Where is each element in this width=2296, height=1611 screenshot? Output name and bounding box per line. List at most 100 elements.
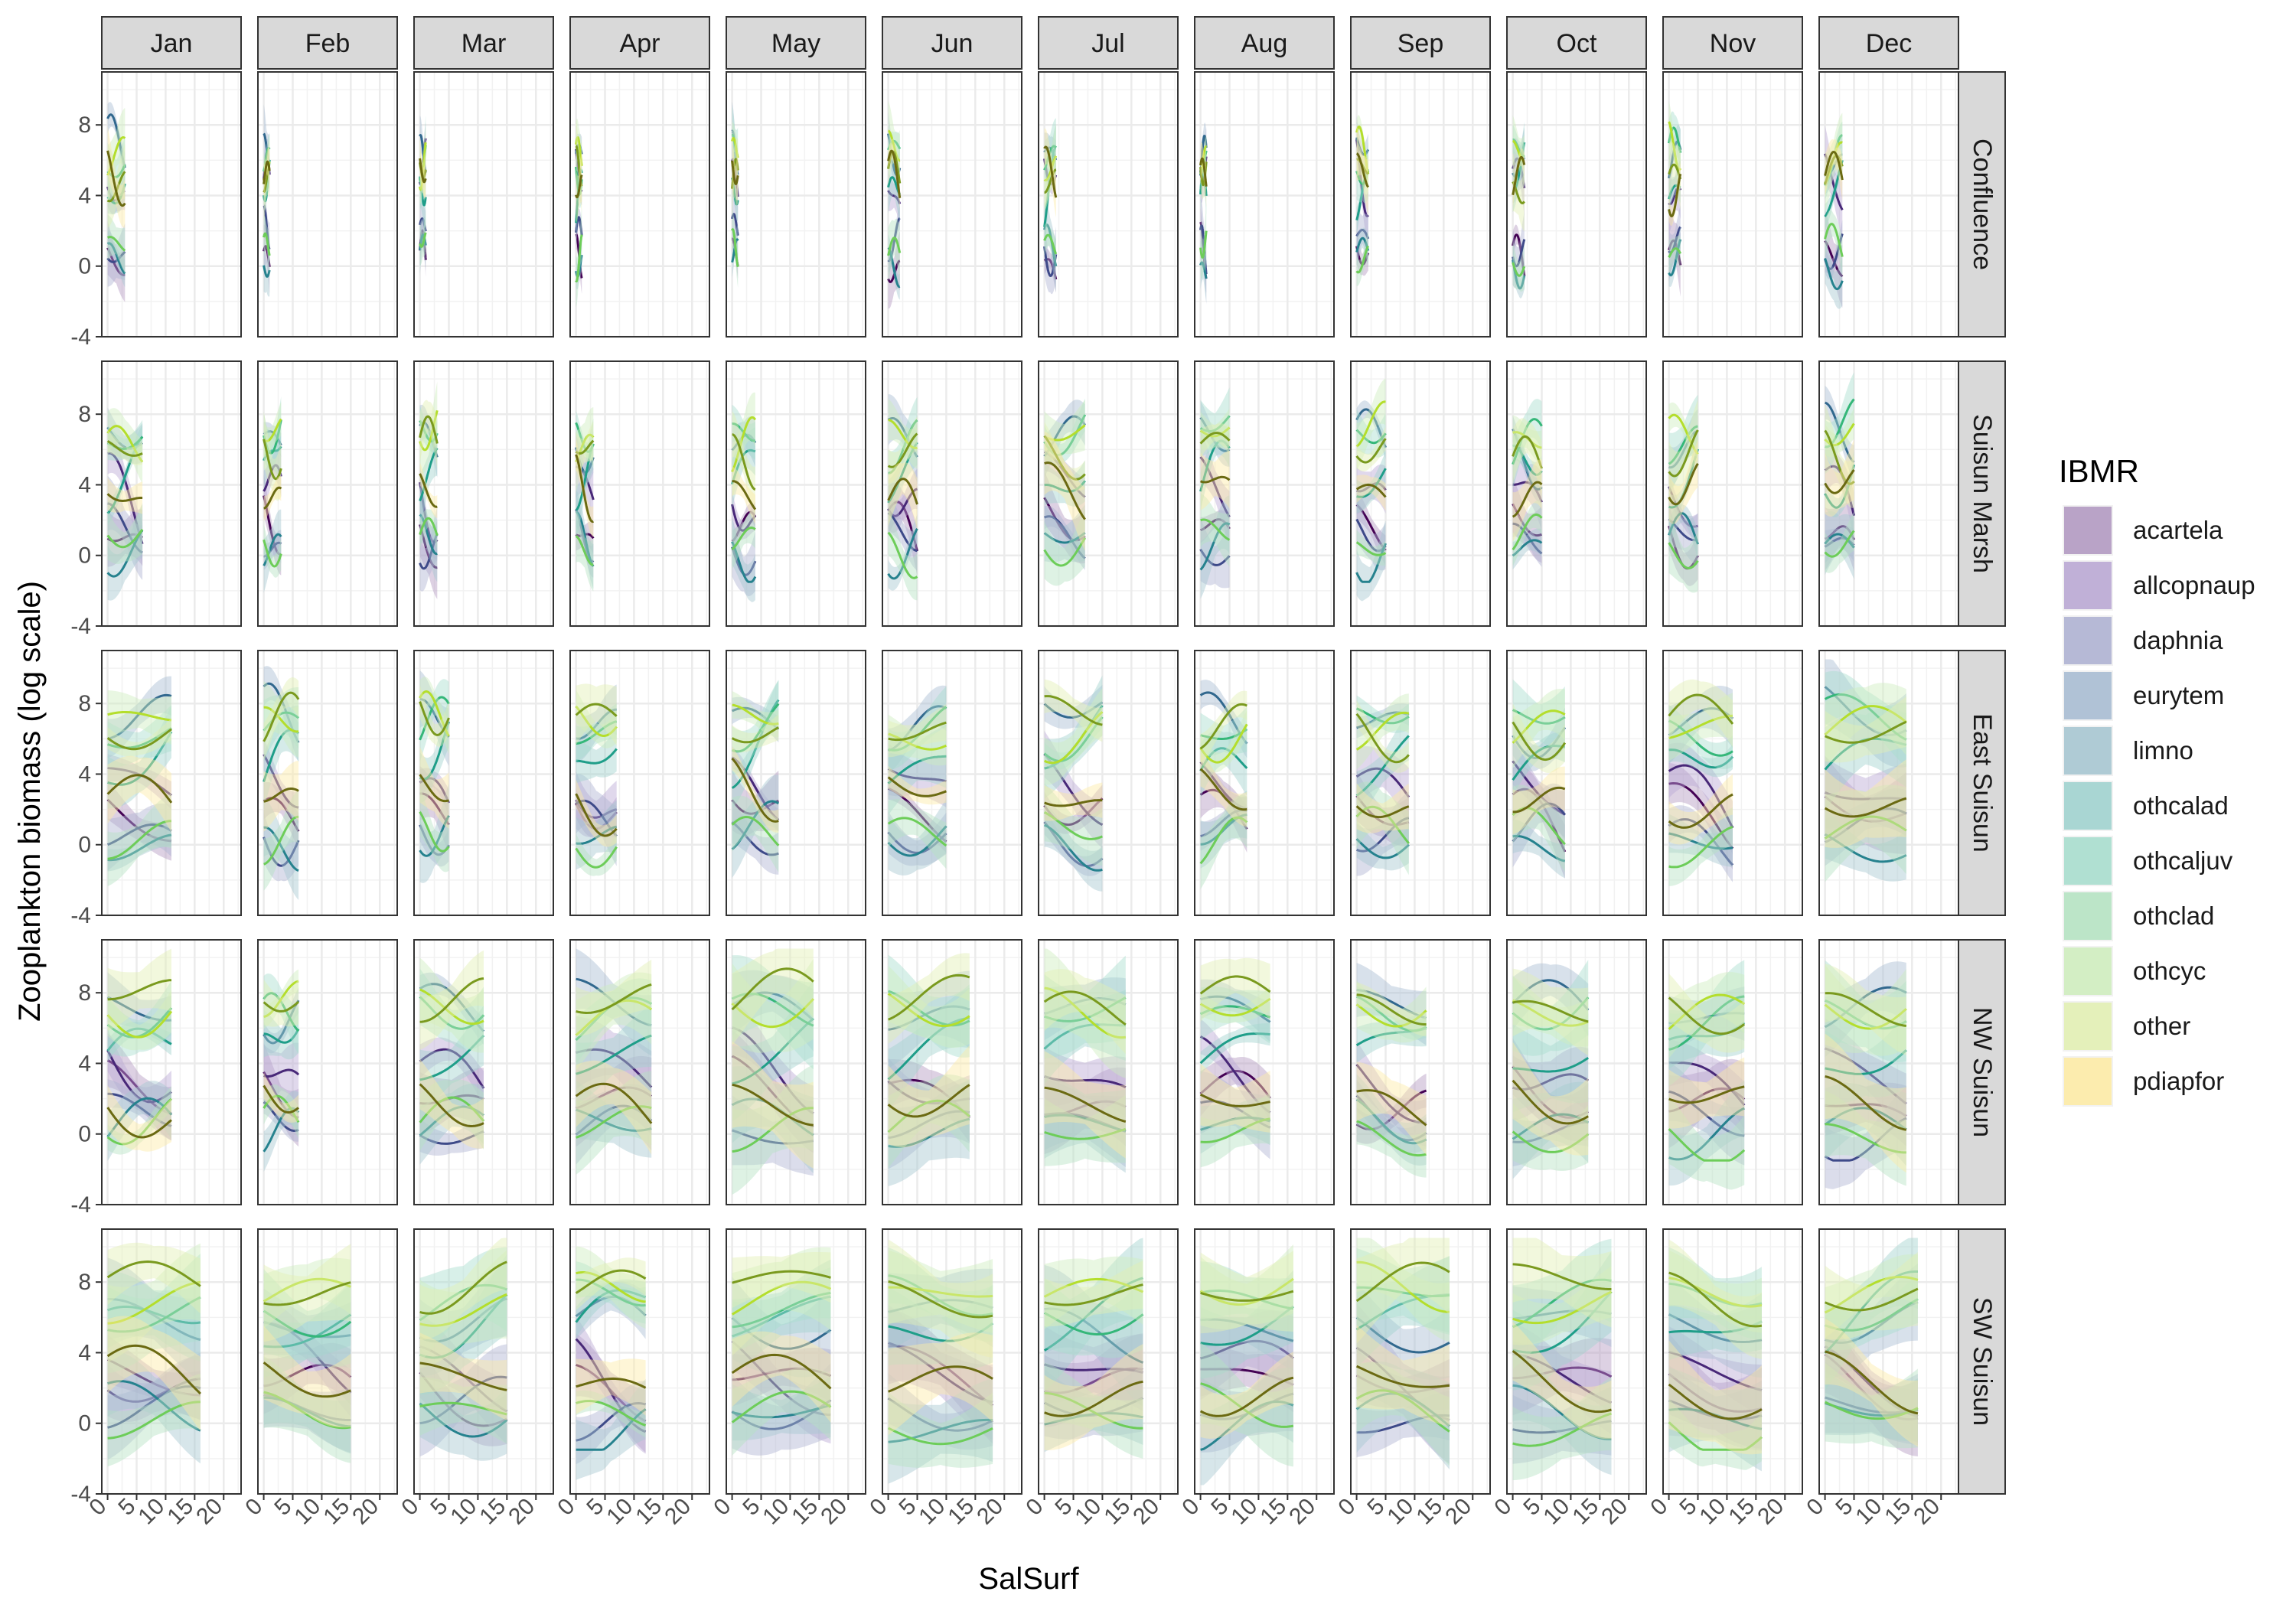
line-daphnia [1043, 821, 1104, 868]
line-othclad [419, 1401, 507, 1416]
line-othcaljuv [731, 992, 814, 1027]
ribbon-pdiapfor [1825, 139, 1843, 201]
ribbon-pdiapfor [1825, 439, 1854, 517]
ribbon-other [888, 704, 947, 758]
line-othcyc [1356, 1260, 1450, 1313]
line-othcalad [419, 721, 450, 781]
ribbon-eurytem [1200, 1290, 1293, 1371]
line-othclad [887, 1427, 993, 1446]
ribbon-othclad [1512, 1102, 1589, 1171]
ribbon-other [1825, 1252, 1918, 1340]
line-other [1355, 713, 1410, 764]
line-othclad [1200, 518, 1231, 541]
line-othcaljuv [1668, 425, 1698, 465]
ribbon-limno [1668, 1080, 1745, 1186]
line-othcyc [419, 988, 484, 1026]
ribbon-othcyc [576, 972, 652, 1071]
panel-confluence-dec [1818, 71, 1959, 338]
ribbon-allcopnaup [732, 1000, 814, 1142]
ribbon-other [107, 144, 126, 228]
line-othcaljuv [732, 1291, 831, 1329]
ribbon-allcopnaup [888, 1058, 970, 1123]
ribbon-other [1512, 418, 1542, 496]
line-limno [887, 527, 918, 580]
ribbon-othcyc [419, 957, 484, 1053]
panel-east-suisun-nov [1662, 650, 1803, 917]
ribbon-othcyc [888, 714, 947, 766]
ribbon-daphnia [1825, 1362, 1918, 1446]
ribbon-daphnia [1200, 517, 1230, 589]
ribbon-eurytem [1512, 963, 1589, 1037]
legend-item-acartela: acartela [2063, 505, 2223, 556]
ribbon-allcopnaup [888, 742, 947, 807]
line-allcopnaup [1668, 1351, 1763, 1391]
ribbon-acartela [1825, 503, 1854, 572]
ribbon-other [1200, 690, 1247, 764]
line-daphnia [732, 1129, 814, 1145]
ribbon-acartela [732, 503, 755, 553]
y-axis-title: Zooplankton biomass (log scale) [13, 581, 47, 1022]
line-othcaljuv [1043, 145, 1057, 171]
line-limno [888, 1117, 970, 1148]
y-tick-label: 0 [78, 833, 91, 858]
ribbon-daphnia [1512, 510, 1542, 567]
line-limno [106, 530, 144, 578]
ribbon-daphnia [107, 1355, 201, 1460]
x-tick-label: 20 [347, 1494, 383, 1530]
ribbon-daphnia [1044, 1079, 1126, 1167]
line-acartela [106, 798, 172, 843]
line-other [1199, 975, 1271, 995]
ribbon-othcaljuv [732, 955, 814, 1070]
line-other [887, 432, 918, 468]
line-othclad [1512, 262, 1526, 277]
ribbon-othcalad [1044, 460, 1085, 507]
ribbon-othcaljuv [1825, 960, 1906, 1062]
row-facet-label: East Suisun [1968, 713, 1997, 852]
line-limno [419, 814, 450, 857]
y-tick-label: -4 [70, 1482, 91, 1507]
x-tick-label: 20 [1128, 1494, 1164, 1530]
ribbon-daphnia [419, 507, 438, 592]
legend-label: othcalad [2133, 791, 2229, 820]
line-daphnia [1512, 1420, 1612, 1434]
line-othclad [107, 820, 172, 860]
line-daphnia [106, 250, 126, 263]
line-allcopnaup [1512, 1073, 1590, 1091]
line-othcaljuv [1043, 1312, 1144, 1336]
line-othclad [731, 227, 739, 268]
line-limno [419, 514, 438, 556]
line-acartela [1355, 794, 1410, 827]
line-acartela [731, 799, 779, 815]
ribbon-othcyc [1825, 964, 1906, 1056]
line-othcaljuv [1043, 716, 1104, 762]
ribbon-limno [1044, 1075, 1126, 1173]
panel-nw-suisun-may [726, 939, 866, 1206]
ribbon-daphnia [1044, 809, 1103, 876]
y-tick-label: -4 [70, 1192, 91, 1218]
line-allcopnaup [887, 190, 902, 204]
line-daphnia [887, 1397, 993, 1432]
x-axis-title: SalSurf [978, 1562, 1079, 1596]
line-pdiapfor [1044, 799, 1103, 807]
ribbon-othcalad [1825, 450, 1854, 517]
line-other [1355, 438, 1387, 464]
ribbon-other [263, 1244, 351, 1342]
ribbon-othclad [888, 799, 947, 869]
line-limno [1668, 1107, 1745, 1161]
ribbon-other [1512, 968, 1589, 1056]
line-acartela [263, 495, 282, 556]
line-othclad [732, 1107, 814, 1153]
line-allcopnaup [1199, 456, 1231, 518]
panel-confluence-apr [569, 71, 710, 338]
line-acartela [419, 792, 450, 826]
line-limno [1200, 1400, 1294, 1451]
line-othclad [1044, 1391, 1143, 1430]
line-daphnia [1512, 522, 1543, 555]
line-pdiapfor [731, 1353, 832, 1390]
line-othclad [887, 236, 902, 256]
line-othcalad [1825, 1048, 1907, 1075]
line-pdiapfor [1356, 152, 1369, 188]
ribbon-othcalad [576, 1279, 646, 1338]
panel-nw-suisun-mar [413, 939, 554, 1206]
